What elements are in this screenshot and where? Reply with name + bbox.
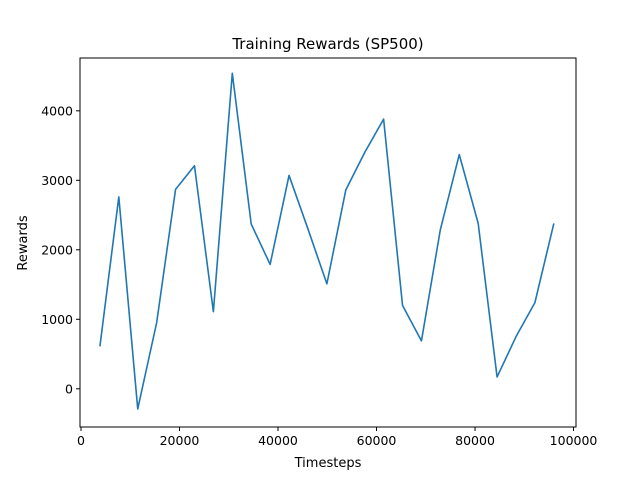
series-line-0 — [99, 72, 555, 410]
x-tick-label: 60000 — [357, 433, 397, 448]
x-tick-label: 40000 — [258, 433, 298, 448]
y-tick-label: 0 — [65, 381, 73, 396]
x-tick-label: 100000 — [550, 433, 598, 448]
x-axis-label: Timesteps — [294, 456, 362, 471]
x-tick-label: 20000 — [160, 433, 200, 448]
y-axis-ticks: 0 1000 2000 3000 4000 — [41, 103, 80, 396]
plot-frame — [79, 57, 577, 428]
x-axis-ticks: 0 20000 40000 60000 80000 100000 — [77, 427, 597, 448]
plot-area — [99, 72, 555, 410]
y-tick-label: 1000 — [41, 312, 73, 327]
y-tick-label: 2000 — [41, 242, 73, 257]
y-axis-label: Rewards — [16, 215, 31, 270]
chart-title: Training Rewards (SP500) — [231, 35, 423, 53]
y-tick-label: 4000 — [41, 103, 73, 118]
x-tick-label: 80000 — [455, 433, 495, 448]
x-tick-label: 0 — [77, 433, 85, 448]
y-tick-label: 3000 — [41, 173, 73, 188]
